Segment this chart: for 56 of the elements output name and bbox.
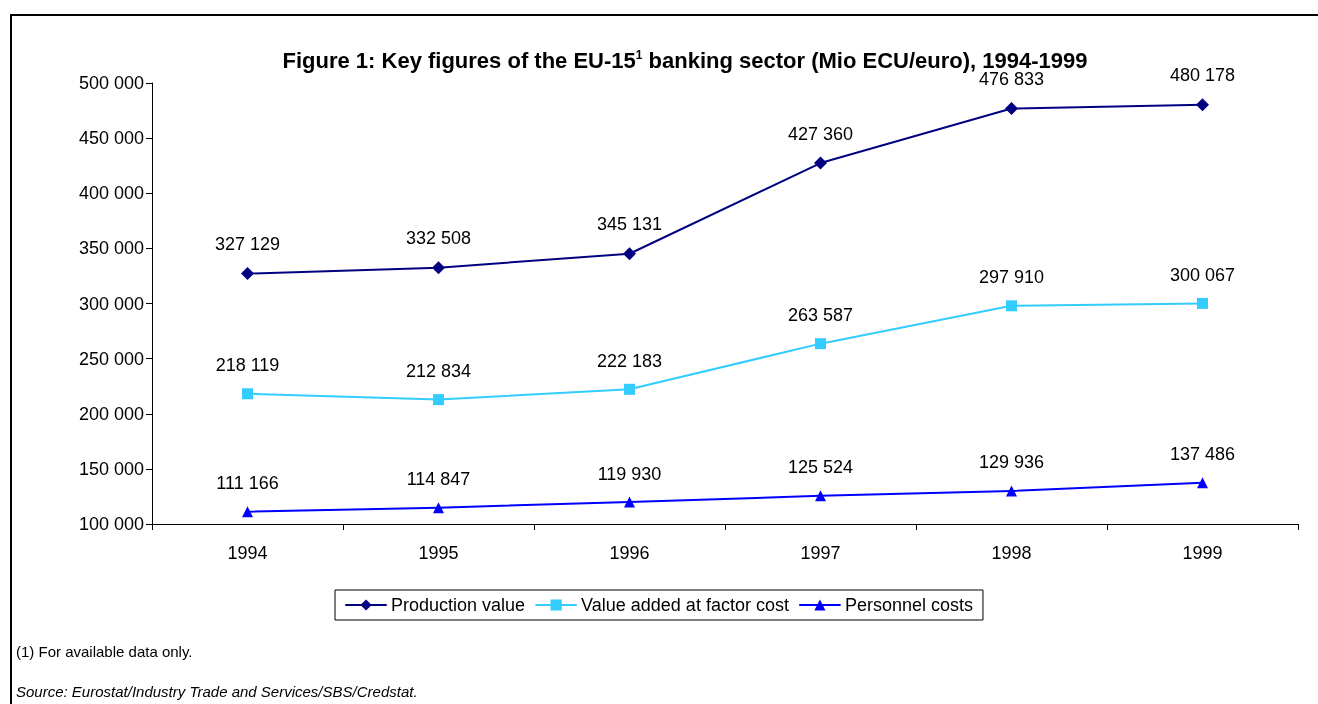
data-label: 476 833 [978,69,1045,90]
y-tick-label: 150 000 [78,458,144,479]
x-tick-label: 1996 [609,543,650,563]
data-label: 114 847 [406,469,471,490]
data-label: 129 936 [978,452,1045,473]
data-label: 332 508 [405,228,472,249]
x-tick-label: 1995 [418,543,459,563]
y-tick-label: 200 000 [78,403,144,424]
y-tick-label: 250 000 [78,348,144,369]
point [624,383,635,395]
data-label: 212 834 [405,361,472,382]
point [1196,98,1209,112]
point [433,502,444,514]
legend-label: Personnel costs [844,595,973,615]
data-label: 111 166 [216,473,279,494]
data-label: 119 930 [597,463,662,484]
x-tick-label: 1994 [227,543,268,563]
point [241,267,254,281]
point [815,490,826,502]
data-label: 297 910 [978,267,1045,288]
point [242,506,253,518]
point [1006,300,1017,312]
point [1197,297,1208,309]
point [815,338,826,350]
data-label: 263 587 [787,305,854,326]
point [1197,477,1208,489]
y-tick-label: 100 000 [78,514,144,534]
point [242,388,253,400]
point [1006,485,1017,497]
data-label: 345 131 [596,214,663,235]
y-tick-label: 450 000 [78,128,144,149]
y-tick-label: 300 000 [78,293,144,314]
data-label: 427 360 [787,123,854,144]
legend-label: Production value [391,595,526,615]
point [623,247,636,261]
y-tick-label: 350 000 [78,238,144,259]
x-tick-label: 1999 [1182,543,1223,563]
point [432,261,445,275]
data-label: 222 183 [596,350,663,371]
source-note: Source: Eurostat/Industry Trade and Services/SBS/Credstat. [16,683,418,700]
data-label: 137 486 [1169,444,1236,465]
point [433,394,444,406]
y-tick-label: 500 000 [78,73,144,93]
point [814,156,827,170]
point [624,496,635,508]
point [1005,102,1018,116]
data-label: 300 067 [1169,264,1236,285]
x-tick-label: 1998 [991,543,1032,563]
data-label: 218 119 [215,355,280,376]
data-label: 327 129 [214,234,281,255]
data-label: 125 524 [787,457,854,478]
legend-label: Value added at factor cost [581,595,789,615]
text: (1) For available data only. [16,643,193,660]
x-tick-label: 1997 [800,543,841,563]
data-label: 480 178 [1169,65,1236,86]
y-tick-label: 400 000 [78,183,144,204]
